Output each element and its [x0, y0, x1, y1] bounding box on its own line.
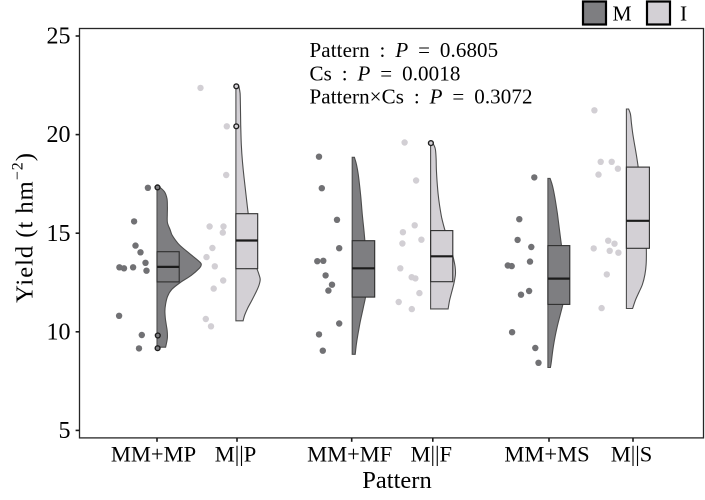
svg-text:Cs : P = 0.0018: Cs : P = 0.0018	[310, 62, 461, 86]
svg-text:Pattern : P = 0.6805: Pattern : P = 0.6805	[310, 38, 499, 62]
svg-text:10: 10	[47, 319, 71, 345]
svg-text:Yield (t hm−2): Yield (t hm−2)	[10, 152, 39, 303]
svg-text:Pattern: Pattern	[362, 467, 431, 494]
svg-text:I: I	[680, 2, 687, 26]
svg-text:20: 20	[47, 122, 71, 148]
svg-text:M||S: M||S	[611, 441, 653, 466]
svg-text:M: M	[613, 2, 632, 26]
svg-text:MM+MF: MM+MF	[307, 441, 392, 466]
svg-text:M||P: M||P	[215, 441, 257, 466]
svg-text:MM+MS: MM+MS	[504, 441, 589, 466]
svg-text:5: 5	[59, 418, 71, 444]
svg-text:M||F: M||F	[411, 441, 453, 466]
svg-text:25: 25	[47, 24, 71, 50]
svg-text:15: 15	[47, 221, 71, 247]
svg-text:Pattern×Cs : P = 0.3072: Pattern×Cs : P = 0.3072	[310, 85, 533, 109]
svg-text:MM+MP: MM+MP	[111, 441, 196, 466]
